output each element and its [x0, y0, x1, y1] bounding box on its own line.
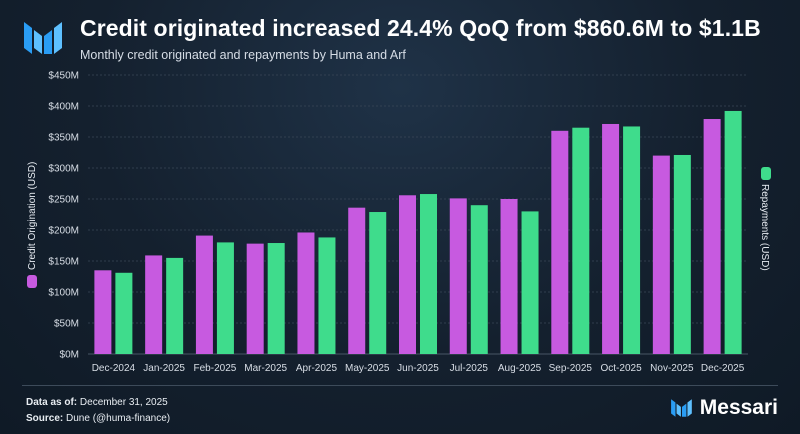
bar-repayments — [369, 212, 387, 354]
bar-repayments — [470, 205, 488, 354]
bar-repayments — [572, 127, 590, 354]
legend-marker-credit — [27, 275, 37, 288]
brand: Messari — [670, 396, 778, 420]
y-tick-label: $100M — [48, 288, 79, 299]
bar-repayments — [724, 110, 742, 355]
data-as-of-label: Data as of: — [26, 397, 78, 408]
x-tick-label: Feb-2025 — [194, 363, 237, 374]
bar-repayments — [521, 211, 539, 354]
y-tick-label: $300M — [48, 164, 79, 175]
y-tick-label: $350M — [48, 133, 79, 144]
bar-repayments — [673, 154, 691, 354]
messari-brand-icon — [670, 399, 692, 417]
messari-logo-icon — [24, 22, 62, 54]
y-axis-ticks: $0M $50M $100M $150M $200M $250M $300M $350M $40… — [48, 71, 79, 361]
x-tick-label: May-2025 — [345, 363, 390, 374]
x-tick-label: Jan-2025 — [143, 363, 185, 374]
bar-repayments — [267, 243, 285, 354]
bar-repayments — [166, 257, 184, 354]
y-tick-label: $250M — [48, 195, 79, 206]
x-tick-label: Apr-2025 — [296, 363, 338, 374]
data-as-of-value: December 31, 2025 — [79, 397, 168, 408]
left-axis-legend: Credit Origination (USD) — [27, 162, 38, 288]
bar-chart: $0M $50M $100M $150M $200M $250M $300M $350M $40… — [27, 71, 771, 374]
x-tick-label: Mar-2025 — [244, 363, 287, 374]
right-axis-label: Repayments (USD) — [759, 184, 770, 271]
bar-credit-origination — [246, 243, 264, 354]
bar-repayments — [115, 272, 133, 354]
bars — [94, 110, 742, 355]
right-axis-legend: Repayments (USD) — [759, 167, 771, 271]
bar-repayments — [216, 242, 234, 354]
x-tick-label: Sep-2025 — [549, 363, 593, 374]
y-tick-label: $200M — [48, 226, 79, 237]
page-subtitle: Monthly credit originated and repayments… — [80, 48, 406, 62]
x-tick-label: Dec-2024 — [92, 363, 136, 374]
left-axis-label: Credit Origination (USD) — [27, 162, 38, 270]
x-tick-label: Jun-2025 — [397, 363, 439, 374]
brand-name: Messari — [699, 396, 778, 419]
page-title: Credit originated increased 24.4% QoQ fr… — [80, 15, 761, 41]
source-value: Dune (@huma-finance) — [66, 413, 171, 424]
bar-credit-origination — [94, 270, 112, 354]
bar-credit-origination — [348, 207, 366, 354]
bar-credit-origination — [500, 199, 518, 354]
grid-lines — [88, 74, 748, 355]
bar-credit-origination — [703, 119, 721, 355]
footer-divider — [22, 385, 778, 386]
bar-credit-origination — [145, 255, 163, 354]
bar-repayments — [318, 237, 336, 354]
bar-credit-origination — [449, 198, 467, 354]
y-tick-label: $150M — [48, 257, 79, 268]
x-tick-label: Jul-2025 — [450, 363, 489, 374]
legend-marker-repayments — [761, 167, 771, 180]
bar-credit-origination — [602, 123, 620, 354]
bar-credit-origination — [399, 195, 416, 354]
bar-credit-origination — [195, 235, 213, 354]
bar-repayments — [623, 126, 641, 355]
y-tick-label: $450M — [48, 71, 79, 82]
y-tick-label: $400M — [48, 102, 79, 113]
bar-credit-origination — [652, 155, 670, 354]
x-tick-label: Nov-2025 — [650, 363, 694, 374]
y-tick-label: $50M — [54, 319, 79, 330]
source-label: Source: — [26, 413, 64, 424]
source: Source: Dune (@huma-finance) — [26, 413, 170, 424]
x-tick-label: Aug-2025 — [498, 363, 542, 374]
data-as-of: Data as of: December 31, 2025 — [26, 397, 168, 408]
y-tick-label: $0M — [60, 350, 79, 361]
bar-credit-origination — [551, 130, 569, 354]
x-tick-label: Dec-2025 — [701, 363, 745, 374]
bar-repayments — [420, 194, 437, 354]
x-axis-ticks: Dec-2024 Jan-2025 Feb-2025 Mar-2025 Apr-2025… — [92, 363, 745, 374]
bar-credit-origination — [297, 232, 315, 354]
x-tick-label: Oct-2025 — [601, 363, 643, 374]
